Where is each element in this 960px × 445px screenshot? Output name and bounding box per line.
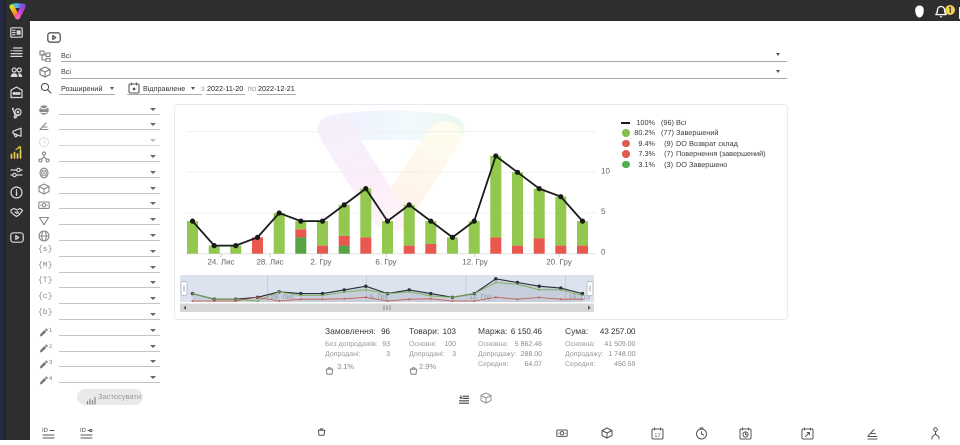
- svg-text:19. Гру: 19. Гру: [569, 294, 592, 301]
- svg-text:ID: ID: [80, 427, 87, 434]
- svg-text:12. Гру: 12. Гру: [469, 294, 492, 301]
- svg-text:28. Лис: 28. Лис: [271, 294, 295, 301]
- svg-text:17: 17: [654, 433, 660, 439]
- svg-text:24. Лис: 24. Лис: [207, 258, 234, 267]
- svg-text:ID: ID: [42, 427, 49, 434]
- svg-text:28. Лис: 28. Лис: [256, 258, 283, 267]
- svg-text:5. Гру: 5. Гру: [370, 294, 389, 301]
- svg-text:10: 10: [601, 166, 610, 175]
- svg-text:12. Гру: 12. Гру: [462, 258, 488, 267]
- svg-text:2. Гру: 2. Гру: [310, 258, 331, 267]
- svg-text:6. Гру: 6. Гру: [375, 258, 396, 267]
- svg-text:5: 5: [601, 207, 606, 216]
- svg-text:20. Гру: 20. Гру: [546, 258, 572, 267]
- svg-text:0: 0: [601, 248, 606, 257]
